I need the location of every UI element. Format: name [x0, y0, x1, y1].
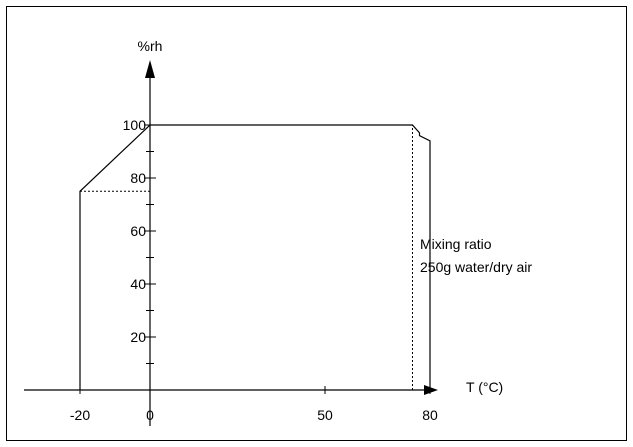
y-tick-label: 20 — [130, 329, 146, 345]
annotation-line-2: 250g water/dry air — [420, 259, 532, 275]
y-axis-label: %rh — [138, 38, 163, 54]
y-tick-label: 60 — [130, 223, 146, 239]
y-tick-label: 100 — [123, 117, 147, 133]
y-tick-label: 40 — [130, 276, 146, 292]
reference-lines — [80, 125, 413, 390]
tick-labels: -20 0 50 80 20 40 60 80 100 — [70, 117, 438, 423]
annotation-line-1: Mixing ratio — [420, 236, 492, 252]
ticks — [79, 124, 431, 394]
x-tick-label: 50 — [317, 407, 333, 423]
operating-region-boundary — [79, 124, 431, 390]
y-tick-label: 80 — [130, 170, 146, 186]
axes — [24, 60, 438, 426]
x-tick-label: 0 — [146, 407, 154, 423]
x-axis-arrow — [424, 385, 438, 395]
y-axis-arrow — [145, 60, 155, 78]
x-axis-label: T (°C) — [466, 379, 503, 395]
x-tick-label: 80 — [422, 407, 438, 423]
chart-frame — [6, 6, 627, 441]
x-tick-label: -20 — [70, 407, 90, 423]
